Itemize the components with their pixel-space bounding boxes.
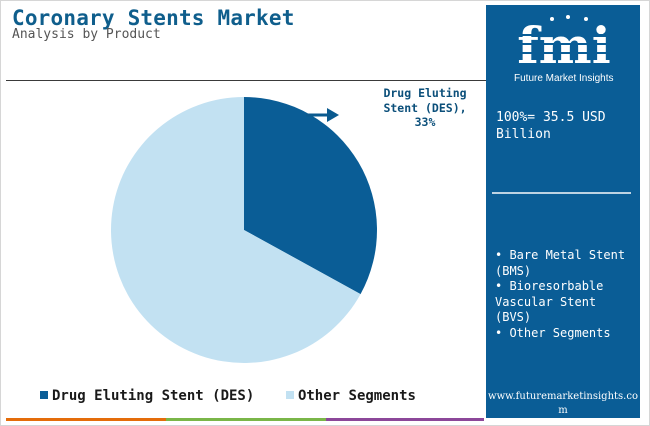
chart-subtitle: Analysis by Product <box>12 27 161 42</box>
logo-text: Future Market Insights <box>514 73 614 84</box>
pie-chart <box>110 97 377 364</box>
svg-text:fmi: fmi <box>517 16 610 73</box>
list-item: • Bioresorbable Vascular Stent (BVS) <box>495 279 604 324</box>
header-divider <box>6 80 486 81</box>
fmi-logo-mark-icon: fmi <box>510 15 618 75</box>
bottom-bar-green <box>166 418 326 421</box>
list-item: • Bare Metal Stent (BMS) <box>495 248 626 278</box>
chart-legend: Drug Eluting Stent (DES) Other Segments <box>40 385 438 405</box>
market-total-label: 100%= 35.5 USD Billion <box>496 110 606 142</box>
bottom-color-bar <box>6 418 484 421</box>
legend-label-other: Other Segments <box>297 388 416 404</box>
pie-slice-other-segments <box>110 97 361 364</box>
legend-swatch-des <box>40 391 48 399</box>
website-link[interactable]: www.futuremarketinsights.com <box>488 391 638 416</box>
slice-label-des: Drug Eluting Stent (DES), 33% <box>383 86 467 129</box>
legend-item-des: Drug Eluting Stent (DES) <box>40 385 254 404</box>
panel-divider <box>492 192 631 194</box>
callout-arrow <box>306 108 339 122</box>
other-segments-list: • Bare Metal Stent (BMS) • Bioresorbable… <box>495 248 637 341</box>
bottom-bar-orange <box>6 418 166 421</box>
legend-label-des: Drug Eluting Stent (DES) <box>52 388 255 404</box>
chart-title: Coronary Stents Market <box>12 6 295 30</box>
legend-swatch-other <box>285 391 294 399</box>
info-panel: fmi Future Market Insights 100%= 35.5 US… <box>486 5 640 418</box>
pie-slice-des <box>244 97 377 295</box>
list-item: • Other Segments <box>495 325 611 340</box>
bottom-bar-purple <box>326 418 484 421</box>
fmi-logo: fmi Future Market Insights <box>506 13 622 84</box>
legend-item-other: Other Segments <box>285 385 416 404</box>
pie-slices <box>110 97 377 364</box>
